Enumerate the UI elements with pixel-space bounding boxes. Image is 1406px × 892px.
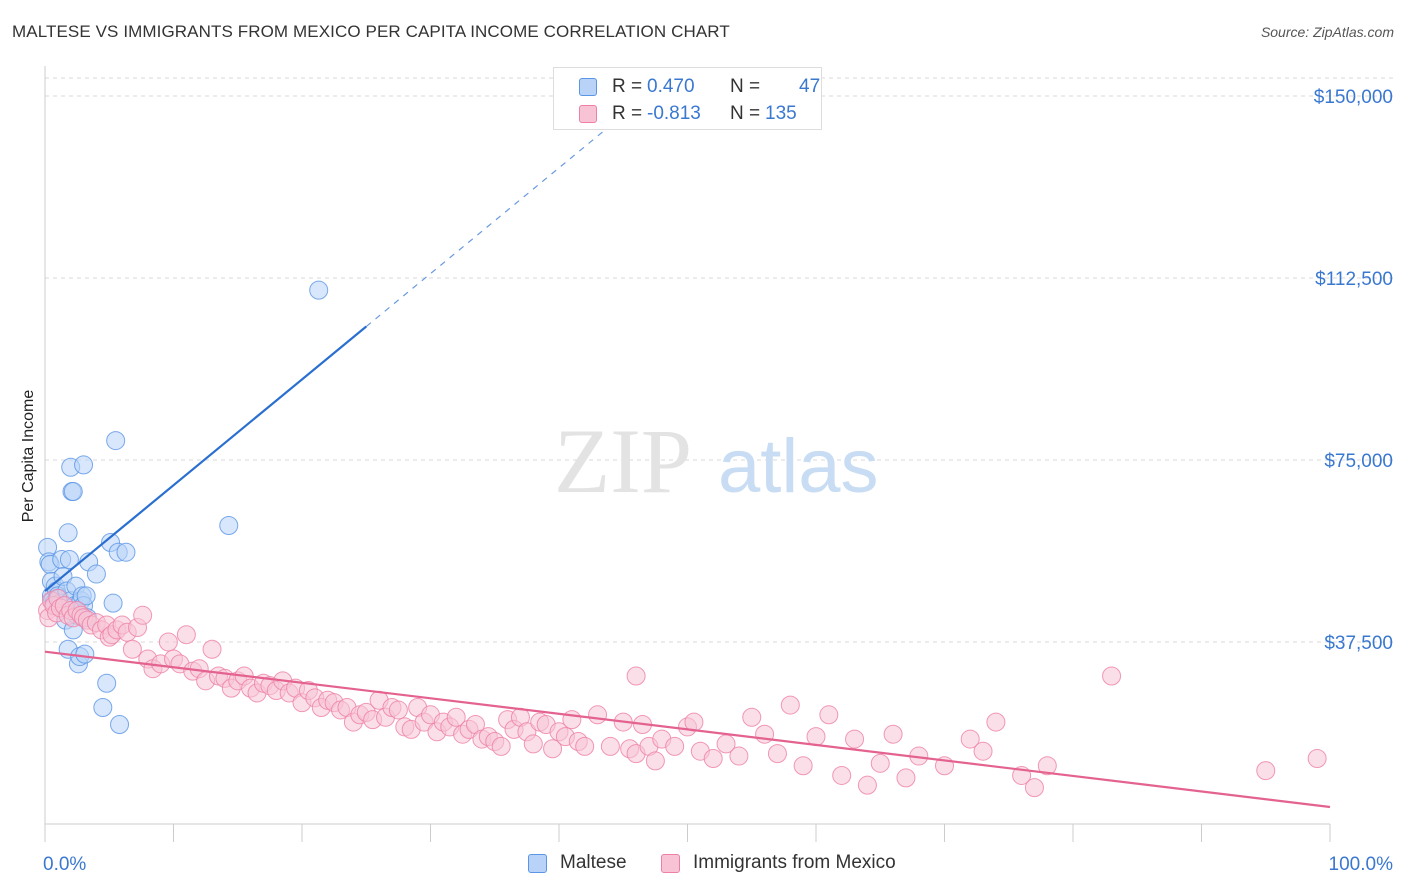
stats-legend: R = 0.470 N = 47 R = -0.813 N = 135 bbox=[553, 67, 822, 130]
legend-row-mexico: R = -0.813 N = 135 bbox=[554, 101, 821, 127]
legend-swatch-mexico bbox=[579, 105, 597, 123]
mexico-point-109 bbox=[703, 748, 723, 768]
trend-line-mexico bbox=[44, 650, 1331, 809]
x-tick-label-1: 100.0% bbox=[1329, 854, 1394, 875]
legend-n-label: N = bbox=[730, 76, 761, 97]
maltese-point-42 bbox=[103, 593, 123, 613]
mexico-point-118 bbox=[819, 705, 839, 725]
maltese-point-35 bbox=[76, 586, 96, 606]
mexico-point-134 bbox=[1256, 761, 1276, 781]
mexico-point-121 bbox=[857, 775, 877, 795]
mexico-point-114 bbox=[767, 744, 787, 764]
mexico-point-93 bbox=[562, 710, 582, 730]
legend-n-value: 47 bbox=[799, 76, 821, 97]
mexico-point-24 bbox=[122, 639, 142, 659]
mexico-point-122 bbox=[870, 753, 890, 773]
mexico-point-103 bbox=[645, 751, 665, 771]
mexico-point-105 bbox=[665, 736, 685, 756]
y-tick-label-3: $150,000 bbox=[1314, 87, 1393, 108]
maltese-point-20 bbox=[58, 523, 78, 543]
mexico-point-124 bbox=[896, 768, 916, 788]
maltese-point-43 bbox=[106, 431, 126, 451]
mexico-point-75 bbox=[446, 707, 466, 727]
mexico-point-120 bbox=[845, 729, 865, 749]
legend-r-label: R = bbox=[612, 76, 643, 97]
maltese-point-23 bbox=[63, 482, 83, 502]
mexico-point-37 bbox=[202, 639, 222, 659]
source-label: Source: ZipAtlas.com bbox=[1260, 24, 1394, 40]
mexico-point-90 bbox=[543, 739, 563, 759]
maltese-point-46 bbox=[116, 542, 136, 562]
legend-r-value: 0.470 bbox=[647, 76, 695, 97]
bottom-legend-label-maltese: Maltese bbox=[560, 852, 627, 873]
bottom-legend-label-mexico: Immigrants from Mexico bbox=[693, 852, 896, 873]
axes bbox=[44, 66, 1331, 842]
y-tick-label-0: $37,500 bbox=[1324, 633, 1393, 654]
x-tick-label-0: 0.0% bbox=[43, 854, 86, 875]
mexico-point-66 bbox=[388, 700, 408, 720]
y-tick-labels: $37,500 $75,000 $112,500 $150,000 bbox=[1314, 87, 1393, 654]
mexico-point-127 bbox=[960, 729, 980, 749]
mexico-point-131 bbox=[1024, 778, 1044, 798]
maltese-point-45 bbox=[110, 715, 130, 735]
watermark-zip: ZIP bbox=[554, 410, 692, 512]
y-tick-label-2: $112,500 bbox=[1315, 269, 1393, 290]
mexico-point-30 bbox=[158, 632, 178, 652]
mexico-point-115 bbox=[780, 695, 800, 715]
watermark: ZIP atlas bbox=[554, 410, 879, 512]
legend-n-value: 135 bbox=[765, 103, 797, 124]
maltese-point-40 bbox=[97, 673, 117, 693]
mexico-point-129 bbox=[986, 712, 1006, 732]
mexico-point-95 bbox=[575, 736, 595, 756]
legend-r-label: R = bbox=[612, 103, 643, 124]
mexico-point-123 bbox=[883, 724, 903, 744]
bottom-legend-swatch-maltese bbox=[528, 854, 547, 873]
chart-title: MALTESE VS IMMIGRANTS FROM MEXICO PER CA… bbox=[12, 22, 730, 41]
y-tick-label-1: $75,000 bbox=[1324, 451, 1393, 472]
mexico-point-87 bbox=[523, 734, 543, 754]
maltese-point-48 bbox=[309, 280, 329, 300]
maltese-point-39 bbox=[93, 698, 113, 718]
mexico-point-128 bbox=[973, 741, 993, 761]
maltese-point-33 bbox=[74, 455, 94, 475]
mexico-point-111 bbox=[729, 746, 749, 766]
mexico-point-97 bbox=[600, 736, 620, 756]
maltese-point-38 bbox=[86, 564, 106, 584]
mexico-point-117 bbox=[806, 727, 826, 747]
watermark-atlas: atlas bbox=[718, 424, 879, 509]
y-axis-label: Per Capita Income bbox=[20, 389, 37, 523]
grid-lines bbox=[45, 77, 1395, 643]
series-mexico bbox=[38, 588, 1327, 798]
mexico-point-133 bbox=[1102, 666, 1122, 686]
mexico-point-119 bbox=[832, 765, 852, 785]
mexico-point-135 bbox=[1307, 748, 1327, 768]
x-tick-labels: 0.0% 100.0% bbox=[43, 854, 1393, 875]
trend-line-maltese bbox=[44, 325, 367, 592]
maltese-point-34 bbox=[75, 644, 95, 664]
legend-n-label: N = bbox=[730, 103, 761, 124]
mexico-point-96 bbox=[588, 705, 608, 725]
mexico-point-136 bbox=[626, 666, 646, 686]
legend-row-maltese: R = 0.470 N = 47 bbox=[554, 74, 821, 100]
mexico-point-132 bbox=[1037, 756, 1057, 776]
mexico-point-116 bbox=[793, 756, 813, 776]
maltese-point-18 bbox=[59, 549, 79, 569]
mexico-point-33 bbox=[176, 625, 196, 645]
bottom-legend-swatch-mexico bbox=[661, 854, 680, 873]
mexico-point-82 bbox=[491, 736, 511, 756]
mexico-point-112 bbox=[742, 707, 762, 727]
mexico-point-26 bbox=[133, 605, 153, 625]
legend-r-value: -0.813 bbox=[647, 103, 701, 124]
maltese-point-47 bbox=[219, 516, 239, 536]
legend-swatch-maltese bbox=[579, 78, 597, 96]
